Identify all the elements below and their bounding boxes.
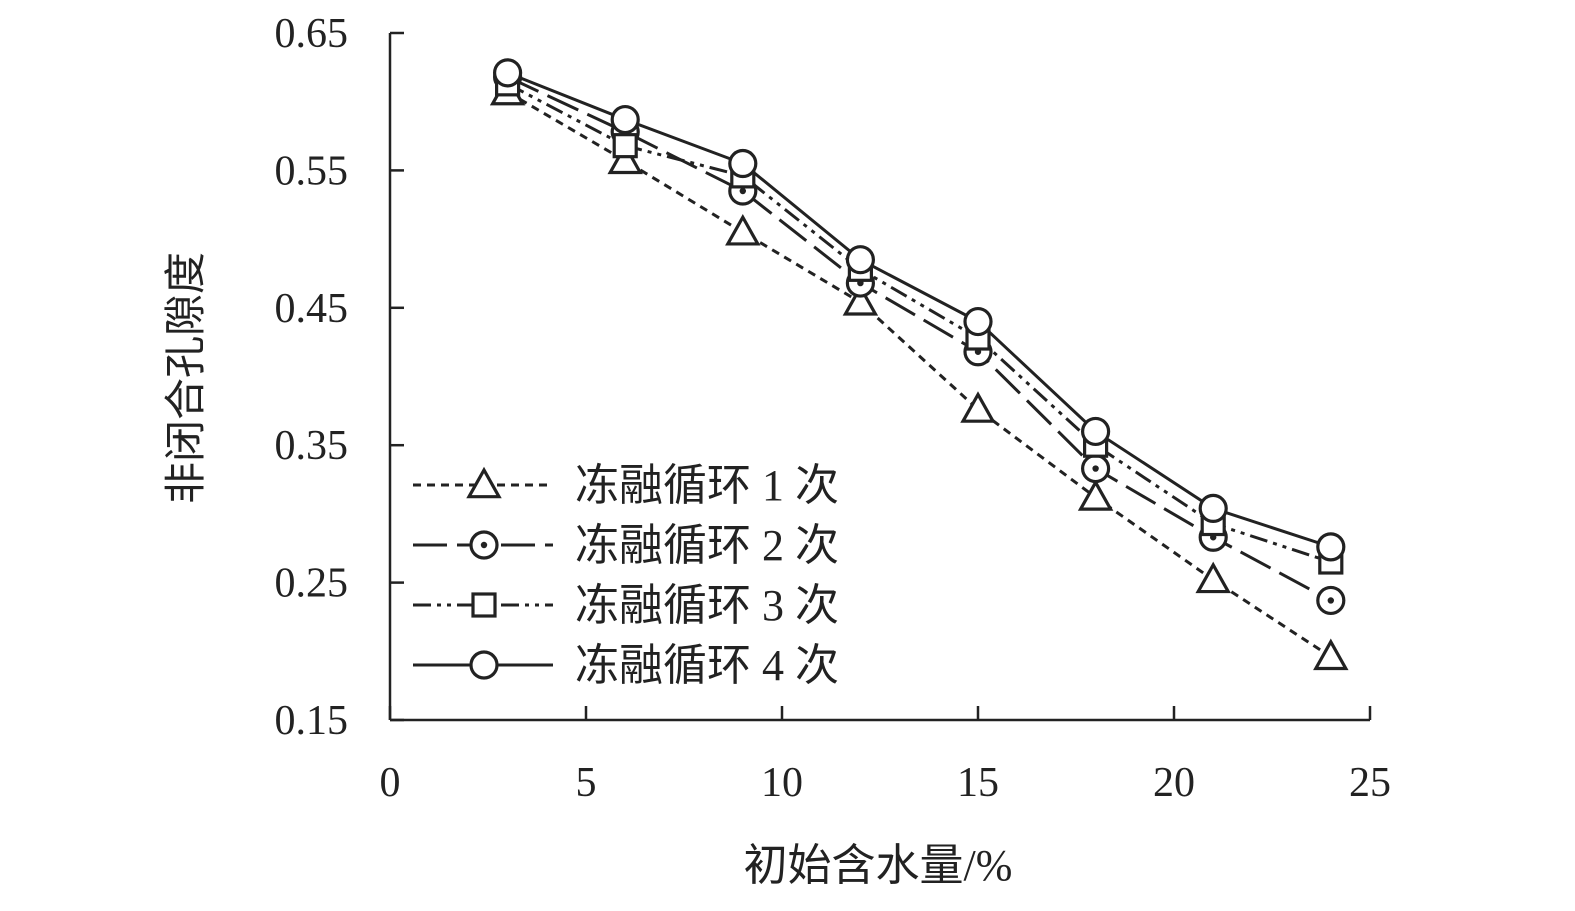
data-point [607,142,643,175]
x-tick-label: 20 [1153,760,1195,806]
series-line [506,82,1332,564]
series-1 [506,90,1332,659]
legend-label: 冻融循环 1 次 [575,461,839,510]
series-3 [506,82,1332,564]
legend-item: 冻融循环 3 次 [413,581,839,630]
data-point [612,133,638,159]
data-point [960,391,996,423]
series-line [507,71,1332,549]
data-point-center [739,187,746,195]
legend-label: 冻融循环 4 次 [575,641,839,690]
data-point [728,148,758,179]
legend-label: 冻融循环 2 次 [575,521,839,570]
x-axis-title: 初始含水量/% [744,841,1013,890]
y-tick-label: 0.25 [275,561,349,607]
data-point-center [1092,465,1099,472]
x-tick-label: 15 [957,760,999,806]
data-point [1313,638,1349,671]
data-point [1080,416,1111,447]
series-line [506,75,1332,602]
x-tick-label: 0 [380,760,401,806]
y-tick-label: 0.55 [275,148,349,194]
x-tick-label: 5 [576,760,597,806]
legend-marker [469,650,499,680]
y-axis-title: 非闭合孔隙度 [164,252,210,504]
legend-item: 冻融循环 2 次 [413,521,839,570]
data-point [1198,493,1228,524]
legend-label: 冻融循环 3 次 [575,581,839,630]
y-tick-label: 0.45 [275,286,349,332]
data-point [1077,479,1114,511]
y-tick-label: 0.65 [275,11,349,57]
data-point [725,213,761,246]
legend-item: 冻融循环 4 次 [413,641,839,690]
y-tick-label: 0.15 [275,698,349,744]
series-line [506,90,1332,659]
y-tick-label: 0.35 [275,423,349,469]
data-point-center [1327,597,1335,604]
data-point [610,104,640,135]
data-point [1195,561,1231,594]
x-tick-label: 10 [761,760,803,806]
x-tick-label: 25 [1349,760,1391,806]
data-point [845,245,876,275]
series-4 [507,71,1332,549]
series-2 [506,75,1332,602]
data-point [1316,532,1346,562]
series-1-points [489,73,1349,671]
data-point [963,306,993,337]
legend-item: 冻融循环 1 次 [413,461,839,510]
series-4-points [493,58,1346,562]
data-point [493,58,523,88]
data-point [842,284,879,316]
legend-marker-center [480,541,488,549]
legend-marker [466,466,502,499]
legend-marker [471,592,497,618]
